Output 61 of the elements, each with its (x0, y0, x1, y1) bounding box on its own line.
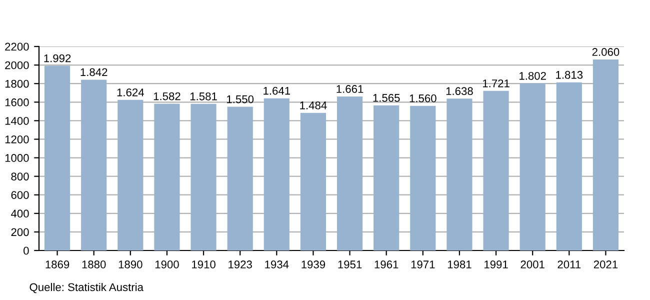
y-tick-label: 0 (24, 246, 29, 255)
bar (300, 112, 326, 250)
x-tick-label: 1880 (82, 260, 106, 268)
bar (264, 98, 290, 250)
x-tick-label: 1991 (484, 260, 508, 268)
data-label: 1.581 (190, 92, 217, 100)
data-label: 1.992 (44, 54, 71, 62)
y-tick-label: 2000 (5, 61, 29, 70)
x-tick-label: 1869 (46, 260, 70, 268)
x-tick-label: 1900 (155, 260, 179, 268)
y-tick-label: 2200 (5, 42, 29, 51)
data-label: 1.641 (264, 86, 290, 95)
x-tick-label: 2011 (558, 260, 581, 268)
y-tick-label: 1000 (5, 154, 29, 162)
data-label: 1.638 (446, 87, 473, 96)
data-label: 1.624 (117, 88, 144, 96)
x-tick-label: 1939 (302, 260, 326, 268)
data-label: 2.060 (592, 48, 620, 56)
y-tick-label: 1200 (5, 135, 29, 144)
y-tick-label: 200 (11, 228, 29, 236)
bar (410, 106, 436, 250)
data-label: 1.661 (336, 85, 364, 93)
bar (190, 104, 216, 250)
x-tick-label: 1910 (192, 260, 216, 268)
bar (81, 80, 107, 250)
x-tick-label: 1971 (411, 260, 435, 268)
data-label: 1.813 (556, 70, 583, 79)
data-label: 1.842 (80, 68, 108, 76)
bar (374, 105, 400, 250)
y-tick-label: 1400 (5, 116, 29, 125)
data-label: 1.565 (373, 94, 400, 102)
bar (227, 106, 253, 250)
x-tick-label: 1923 (228, 260, 252, 268)
bar (336, 96, 363, 250)
bar (44, 66, 70, 250)
bar (592, 59, 619, 250)
x-tick-label: 1961 (374, 260, 398, 268)
y-tick-label: 600 (11, 191, 29, 199)
bar (483, 90, 509, 250)
bar (446, 98, 472, 250)
bar (520, 83, 546, 250)
bar (556, 82, 582, 250)
y-tick-label: 1600 (5, 98, 29, 106)
bar (154, 104, 180, 250)
x-tick-label: 1951 (338, 260, 362, 268)
data-label: 1.484 (300, 101, 327, 110)
data-label: 1.550 (227, 95, 254, 104)
x-tick-label: 1890 (118, 260, 142, 268)
y-tick-label: 800 (11, 172, 29, 180)
source-note: Quelle: Statistik Austria (30, 282, 144, 294)
data-label: 1.721 (482, 79, 510, 88)
x-tick-label: 1981 (448, 260, 472, 268)
y-tick-label: 400 (10, 210, 29, 218)
y-tick-label: 1800 (5, 80, 29, 88)
data-label: 1.582 (154, 92, 180, 100)
bar (118, 100, 144, 250)
data-label: 1.560 (410, 94, 436, 102)
data-label: 1.802 (520, 72, 546, 80)
x-tick-label: 1934 (265, 260, 289, 268)
x-tick-label: 2021 (594, 260, 618, 268)
x-tick-label: 2001 (520, 260, 544, 268)
